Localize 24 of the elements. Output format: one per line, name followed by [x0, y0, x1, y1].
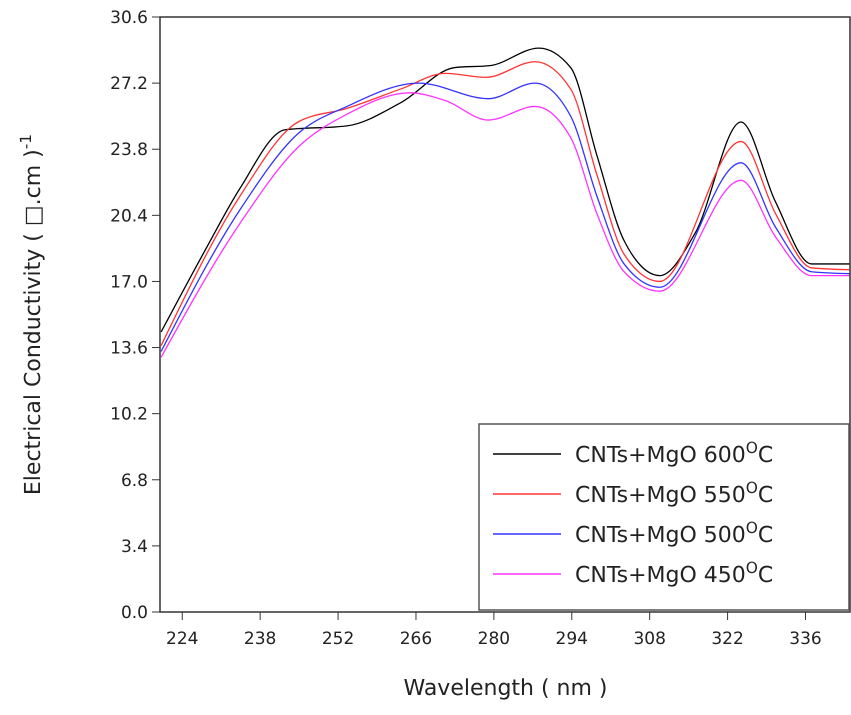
x-tick-label: 252	[322, 629, 354, 649]
y-tick-label: 30.6	[110, 8, 148, 28]
y-tick-label: 0.0	[120, 603, 148, 623]
y-tick-label: 10.2	[110, 404, 148, 425]
legend-label: CNTs+MgO 600$^{O}$C	[575, 439, 774, 468]
x-tick-label: 322	[711, 629, 744, 649]
x-tick-label: 238	[244, 629, 276, 649]
x-tick-label: 336	[789, 629, 822, 649]
x-axis-title: Wavelength ( nm )	[403, 676, 608, 701]
legend-label: CNTs+MgO 450$^{O}$C	[575, 559, 774, 588]
y-tick-label: 20.4	[110, 206, 148, 226]
y-tick-label: 23.8	[110, 140, 148, 160]
legend-label: CNTs+MgO 550$^{O}$C	[575, 479, 774, 508]
y-tick-label: 27.2	[110, 74, 148, 94]
y-tick-label: 6.8	[120, 470, 148, 491]
y-tick-label: 17.0	[110, 272, 148, 292]
x-tick-label: 294	[556, 629, 588, 649]
x-tick-label: 224	[166, 629, 198, 649]
x-tick-label: 266	[400, 629, 432, 649]
y-tick-label: 3.4	[120, 536, 148, 557]
legend-label: CNTs+MgO 500$^{O}$C	[575, 519, 774, 548]
x-tick-label: 280	[478, 629, 510, 649]
x-tick-label: 308	[633, 629, 666, 649]
y-tick-label: 13.6	[110, 338, 148, 359]
